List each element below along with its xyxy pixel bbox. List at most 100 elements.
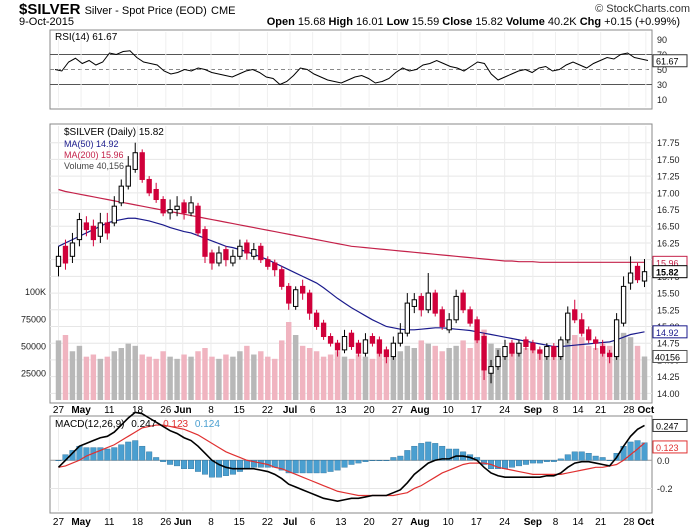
macd-histogram-bar [501,460,508,469]
macd-histogram-bar [550,460,557,462]
macd-histogram-bar [522,460,529,465]
macd-histogram-bar [557,458,564,461]
symbol: $SILVER [19,1,81,18]
x-tick-label: 27 [392,405,404,416]
macd-histogram-bar [292,460,299,474]
chg-label: Chg [579,16,602,28]
macd-histogram-bar [411,445,418,461]
x-tick-label-bottom: 14 [573,517,585,528]
volume-bar [146,356,152,400]
chg-value: +0.15 (+0.99%) [604,16,680,28]
candle-body [230,255,236,264]
x-tick-label-bottom: May [71,517,91,528]
macd-histogram-bar [515,460,522,467]
volume-bar [216,358,222,400]
volume-bar [606,345,613,400]
candle-body [634,265,641,281]
volume-bar [313,351,320,400]
volume-bar [223,354,229,400]
macd-histogram-bar [181,460,188,469]
macd-legend-label: MACD(12,26,9) [55,419,124,430]
price-tick-label: 17.50 [657,155,680,165]
candle-body [411,299,417,307]
candle-body [139,152,145,180]
x-tick-label-bottom: Aug [410,517,429,528]
price-tick-label: 17.25 [657,172,680,182]
volume-bar [397,351,404,400]
candle-body [565,312,571,341]
candle-body [188,202,194,214]
x-tick-label-bottom: 10 [443,517,455,528]
volume-bar [125,343,131,400]
candle-body [286,285,292,304]
macd-histogram-bar [564,454,571,461]
volume-bar [292,335,299,400]
macd-histogram-bar [495,460,501,469]
volume-bar [404,345,411,400]
macd-histogram-bar [355,460,362,464]
candle-body [202,229,208,257]
macd-histogram-bar [195,460,202,472]
macd-histogram-bar [208,460,215,478]
macd-histogram-bar [118,444,125,461]
volume-bar [592,348,599,400]
volume-bar [55,340,62,400]
x-tick-label: 18 [132,405,144,416]
volume-bar [230,356,236,400]
x-tick-label-bottom: 8 [553,517,559,528]
macd-histogram-bar [578,451,585,461]
volume-bar [306,348,313,400]
x-tick-label: Jul [283,405,298,416]
volume-bar [418,340,424,400]
candle-body [313,312,320,327]
x-tick-label: Aug [410,405,429,416]
x-tick-label: 14 [573,405,585,416]
macd-histogram-bar [327,460,334,472]
macd-histogram-bar [334,460,341,471]
volume-bar [132,345,138,400]
macd-histogram-bar [146,451,153,461]
volume-bar [613,340,620,400]
ma200-badge-value: 15.96 [656,258,679,268]
volume-bar [565,340,571,400]
candle-body [474,319,480,341]
candle-body [118,185,124,204]
volume-bar [551,351,557,400]
volume-bar [544,348,550,400]
macd-histogram-bar [139,445,146,461]
volume-bar [558,345,564,400]
rsi-legend: RSI(14) 61.67 [55,32,118,43]
signal-badge-value: 0.123 [656,443,679,453]
x-tick-label: 13 [335,405,347,416]
candle-body [265,259,271,267]
x-tick-label-bottom: 13 [335,517,347,528]
volume-bar [76,345,83,400]
macd-histogram-bar [111,447,118,461]
volume-bar [237,351,243,400]
close-label: Close [442,16,473,28]
ma50-badge-value: 14.92 [656,328,679,338]
x-tick-label: 20 [364,405,376,416]
candle-body [195,205,201,234]
x-tick-label: 26 [160,405,172,416]
x-tick-label-bottom: 26 [160,517,172,528]
volume-bar [467,348,473,400]
x-tick-label: May [71,405,91,416]
macd-histogram-bar [174,460,181,467]
macd-histogram-bar [529,460,536,464]
volume-bar [195,351,201,400]
x-tick-label-bottom: 22 [262,517,274,528]
rsi-line [54,50,649,86]
x-tick-label: Sep [524,405,542,416]
candle-body [599,346,606,354]
macd-histogram-bar [606,460,613,461]
candle-body [509,342,515,354]
volume-bar [83,356,90,400]
macd-histogram-bar [369,460,376,461]
volume-bar [369,358,376,400]
candle-body [104,222,110,234]
macd-badge [652,418,688,432]
candle-body [641,271,648,282]
candle-body [216,252,222,264]
close-badge-value: 15.82 [656,268,679,278]
